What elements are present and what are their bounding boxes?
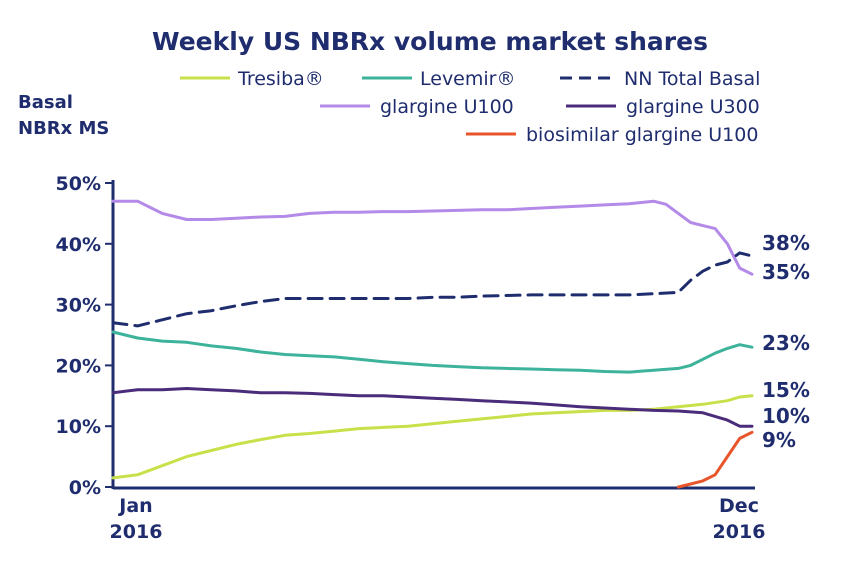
series-line-glargine-u100 <box>111 199 754 276</box>
end-labels: 15% 23% 38% 35% 10%9% <box>762 231 810 452</box>
series-line-nn-total-basal <box>111 251 754 328</box>
series-line-levemir <box>111 330 754 374</box>
end-label-tresiba: 15% <box>762 378 810 402</box>
series-line-glargine-u300 <box>111 387 754 428</box>
end-label-biosimilar-glargine-u100: 9% <box>762 428 796 452</box>
end-label-glargine-u100: 35% <box>762 260 810 284</box>
y-tick-label: 0% <box>69 477 101 499</box>
legend-label: Levemir® <box>420 68 515 90</box>
end-label-glargine-u300: 10% <box>762 404 810 428</box>
chart-title: Weekly US NBRx volume market shares <box>152 27 708 56</box>
chart-legend: Tresiba® Levemir® NN Total Basal glargine U… <box>180 68 760 146</box>
end-label-levemir: 23% <box>762 331 810 355</box>
legend-label: NN Total Basal <box>624 68 760 90</box>
y-tick-label: 10% <box>56 416 101 438</box>
x-tick-start-year: 2016 <box>110 521 163 543</box>
y-tick-label: 50% <box>56 173 101 195</box>
x-ticks: Jan 2016 Dec 2016 <box>110 495 766 543</box>
y-tick-label: 30% <box>56 295 101 317</box>
y-tick-label: 20% <box>56 355 101 377</box>
y-tick-label: 40% <box>56 234 101 256</box>
series-lines <box>111 199 754 489</box>
end-label-nn-total-basal: 38% <box>762 231 810 255</box>
y-axis-label-line2: NBRx MS <box>18 118 109 139</box>
legend-label: Tresiba® <box>237 68 324 90</box>
legend-label: glargine U300 <box>626 96 760 118</box>
legend-label: biosimilar glargine U100 <box>526 124 758 146</box>
x-tick-start-month: Jan <box>117 495 152 517</box>
series-line-biosimilar-glargine-u100 <box>676 430 754 489</box>
x-tick-end-year: 2016 <box>713 521 766 543</box>
legend-label: glargine U100 <box>380 96 514 118</box>
y-ticks: 0% 10% 20% 30% 40% 50% <box>56 173 113 499</box>
series-line-tresiba <box>111 394 754 480</box>
x-tick-end-month: Dec <box>719 495 759 517</box>
y-axis-label-line1: Basal <box>18 92 73 113</box>
